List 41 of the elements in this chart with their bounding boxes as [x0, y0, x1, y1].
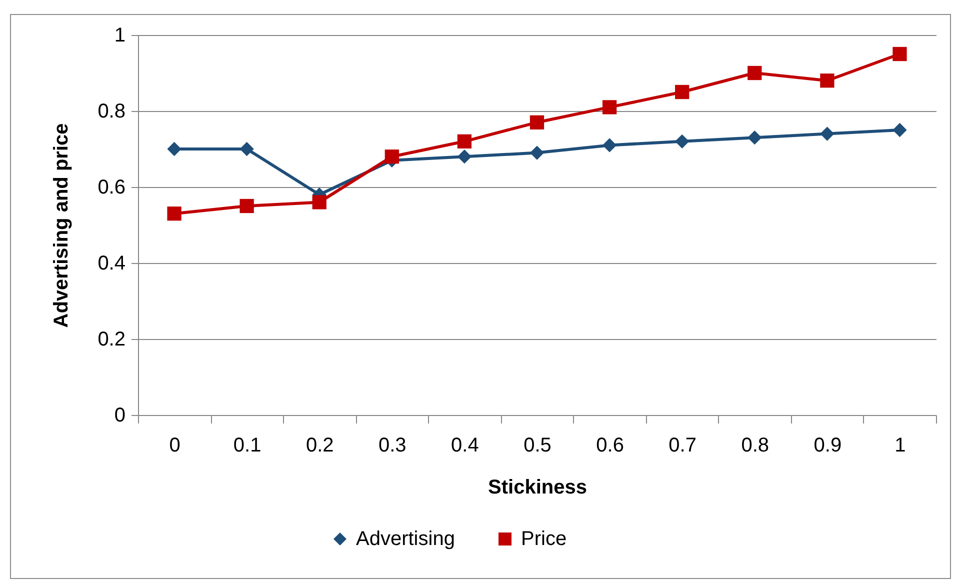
x-tick-label: 1 — [894, 434, 906, 456]
y-tick-label: 0.4 — [98, 252, 126, 274]
x-tick-label: 0.3 — [378, 434, 406, 456]
point — [167, 142, 182, 156]
point — [457, 150, 472, 164]
x-tick-label: 0.9 — [814, 434, 842, 456]
point — [602, 138, 617, 152]
x-tick-label: 0.4 — [451, 434, 479, 456]
point — [240, 198, 254, 214]
point — [384, 150, 399, 164]
point — [892, 46, 907, 62]
y-tick-label: 0.8 — [98, 100, 126, 122]
point — [167, 206, 182, 221]
point — [675, 84, 690, 100]
y-axis-title: Advertising and price — [50, 123, 73, 328]
x-tick-label: 0.8 — [741, 434, 770, 456]
x-tick-label: 0.5 — [524, 434, 552, 456]
point — [820, 74, 834, 88]
x-tick-label: 0 — [169, 434, 180, 456]
x-tick-label: 0.2 — [306, 434, 334, 456]
point — [602, 100, 617, 114]
y-tick-label: 0.2 — [98, 328, 126, 350]
point — [240, 142, 254, 156]
point — [892, 122, 907, 138]
y-tick-label: 0 — [114, 404, 126, 426]
legend-label: Price — [521, 528, 567, 550]
point — [312, 195, 326, 210]
point — [457, 134, 472, 148]
x-tick-label: 0.6 — [596, 434, 624, 456]
point — [748, 66, 762, 80]
point — [820, 126, 834, 141]
y-tick-label: 0.6 — [98, 176, 126, 198]
x-axis-title: Stickiness — [488, 476, 587, 498]
legend-label: Advertising — [356, 528, 455, 550]
point — [530, 115, 544, 130]
x-tick-label: 0.1 — [233, 434, 262, 456]
y-tick-label: 1 — [114, 24, 126, 46]
point — [530, 146, 544, 160]
point — [748, 130, 762, 145]
x-tick-label: 0.7 — [668, 434, 696, 456]
point — [675, 134, 690, 148]
